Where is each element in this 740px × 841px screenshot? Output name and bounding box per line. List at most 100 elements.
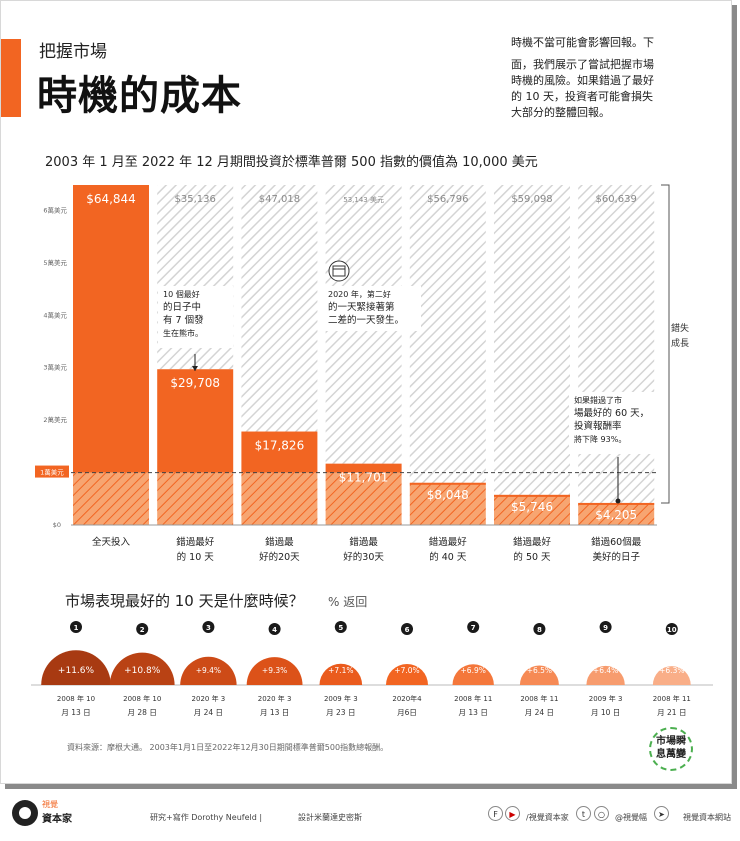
category-label-4-0: 錯過最好 xyxy=(429,536,468,548)
rank-number-9: 9 xyxy=(603,624,608,632)
lost-growth-bar-2 xyxy=(241,185,318,432)
instagram-icon[interactable]: ○ xyxy=(594,806,609,821)
logo-icon xyxy=(12,800,38,826)
ytick-label-5: 5萬美元 xyxy=(43,258,67,267)
category-label-2-0: 錯過最 xyxy=(265,536,294,548)
value-bar-base-0 xyxy=(73,472,149,525)
shortfall-bar-5 xyxy=(494,472,570,495)
date-line1-6: 2020年4 xyxy=(392,694,422,703)
return-arc-2 xyxy=(109,652,175,685)
rank-number-5: 5 xyxy=(338,624,343,632)
return-arc-6 xyxy=(386,664,428,685)
return-arc-9 xyxy=(586,665,625,685)
facebook-icon[interactable]: F xyxy=(488,806,503,821)
rank-badge-3 xyxy=(202,621,215,633)
value-label-6: $4,205 xyxy=(595,508,637,522)
lost-label-2: $47,018 xyxy=(259,194,300,205)
page-title: 時機的成本 xyxy=(37,73,242,119)
annotation-bg-2 xyxy=(569,392,657,454)
rank-badge-7 xyxy=(467,621,480,633)
lost-label-5: $59,098 xyxy=(511,194,552,205)
logo-top-text: 視覺 xyxy=(42,800,58,809)
category-label-6-0: 錯過60個最 xyxy=(591,536,642,548)
website-link[interactable]: 視覺資本網站 xyxy=(683,813,731,822)
twitter-icon[interactable]: t xyxy=(576,806,591,821)
rank-number-2: 2 xyxy=(140,626,145,634)
badge-line-1: 市場瞬 xyxy=(656,736,686,747)
annotation-0-line-1: 的日子中 xyxy=(163,301,201,313)
date-line1-3: 2020 年 3 xyxy=(192,694,226,703)
return-pct-5: +7.1% xyxy=(328,666,353,675)
bracket-label-1: 成長 xyxy=(671,337,689,349)
social-handle-1[interactable]: /視覺資本家 xyxy=(526,813,569,822)
rank-badge-5 xyxy=(334,621,347,633)
rank-badge-1 xyxy=(70,621,82,633)
chart-title: 2003 年 1 月至 2022 年 12 月期間投資於標準普爾 500 指數的… xyxy=(45,155,538,170)
lost-label-6: $60,639 xyxy=(596,194,637,205)
return-pct-9: +6.4% xyxy=(593,666,618,675)
category-label-5-1: 的 50 天 xyxy=(513,551,551,563)
lost-growth-bracket xyxy=(661,184,670,504)
annotation-0-line-0: 10 個最好 xyxy=(163,289,200,299)
date-line2-1: 月 13 日 xyxy=(61,708,90,717)
annotation-dot-2 xyxy=(615,498,621,504)
return-arc-4 xyxy=(246,657,303,685)
date-line1-8: 2008 年 11 xyxy=(520,694,558,703)
logo-name: 資本家 xyxy=(42,814,72,825)
badge-line-2: 息萬變 xyxy=(656,749,686,760)
rank-number-10: 10 xyxy=(667,626,677,634)
market-badge: 市場瞬 息萬變 xyxy=(649,727,693,771)
category-label-3-0: 錯過最 xyxy=(349,536,378,548)
date-line2-2: 月 28 日 xyxy=(128,708,157,717)
best-days-subtitle: % 返回 xyxy=(328,595,368,609)
accent-bar xyxy=(1,39,21,117)
value-bar-base-2 xyxy=(241,472,318,525)
rank-badge-2 xyxy=(136,623,149,635)
date-line1-10: 2008 年 11 xyxy=(653,694,691,703)
return-pct-1: +11.6% xyxy=(58,666,95,676)
best-days-title: 市場表現最好的 10 天是什麼時候？ xyxy=(65,592,304,610)
return-pct-6: +7.0% xyxy=(394,666,419,675)
date-line1-4: 2020 年 3 xyxy=(258,694,292,703)
shortfall-bar-6 xyxy=(578,472,655,503)
date-line2-5: 月 23 日 xyxy=(326,708,355,717)
lost-label-4: $56,796 xyxy=(427,194,468,205)
return-pct-3: +9.4% xyxy=(196,666,221,675)
value-bar-base-1 xyxy=(157,472,234,525)
youtube-icon[interactable]: ▶ xyxy=(505,806,520,821)
value-bar-base-3 xyxy=(325,472,402,525)
lost-growth-bar-4 xyxy=(409,185,486,483)
annotation-2-line-0: 如果錯過了市 xyxy=(574,395,622,405)
calendar-icon xyxy=(328,260,350,282)
value-bar-6 xyxy=(578,502,655,525)
value-label-0: $64,844 xyxy=(86,192,136,206)
date-line1-5: 2009 年 3 xyxy=(324,694,358,703)
cursor-icon[interactable]: ➤ xyxy=(654,806,669,821)
date-line1-7: 2008 年 11 xyxy=(454,694,492,703)
rank-number-8: 8 xyxy=(537,626,542,634)
date-line2-7: 月 13 日 xyxy=(459,708,488,717)
value-bar-chart: $0 1萬美元 2萬美元 3萬美元 4萬美元 5萬美元 6萬美元 $64,844 全天投入 $2… xyxy=(35,184,689,563)
value-bar-3 xyxy=(325,463,402,473)
return-pct-2: +10.8% xyxy=(124,666,161,676)
return-arc-8 xyxy=(519,665,559,685)
value-label-2: $17,826 xyxy=(255,439,305,453)
rank-badge-6 xyxy=(401,623,413,635)
shortfall-bar-4 xyxy=(409,472,486,483)
social-handle-2[interactable]: @視覺幅 xyxy=(615,813,647,822)
infographic-card: 把握市場 時機的成本 時機不當可能會影響回報。下 面，我們展示了嘗試把握市場時機… xyxy=(0,0,732,784)
annotation-2-line-2: 投資報酬率 xyxy=(574,420,622,432)
value-bar-1 xyxy=(157,369,234,473)
value-label-1: $29,708 xyxy=(170,376,220,390)
rank-number-1: 1 xyxy=(74,624,79,632)
lost-growth-bar-6 xyxy=(578,185,655,503)
ytick-label-3: 3萬美元 xyxy=(43,363,67,372)
ytick-label-1: 1萬美元 xyxy=(40,468,64,477)
value-label-3: $11,701 xyxy=(339,471,389,485)
annotation-bg-0 xyxy=(158,286,233,348)
value-bar-top-4 xyxy=(409,482,486,485)
rank-number-3: 3 xyxy=(206,624,211,632)
annotation-bg-1 xyxy=(323,286,421,331)
date-line2-6: 月6日 xyxy=(397,708,417,717)
annotation-1-line-2: 二差的一天發生。 xyxy=(328,314,404,326)
